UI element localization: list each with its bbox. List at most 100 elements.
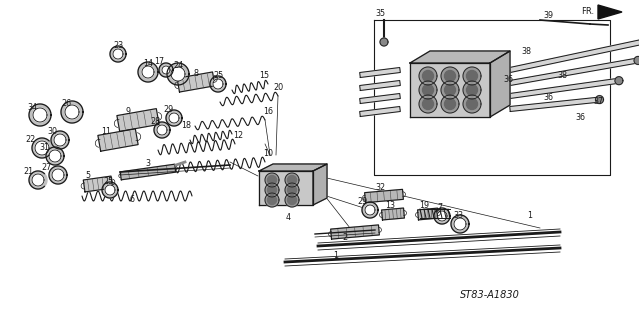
Text: 14: 14: [143, 60, 153, 68]
Text: 38: 38: [521, 47, 531, 57]
Text: 31: 31: [39, 143, 49, 153]
Circle shape: [445, 70, 456, 82]
Polygon shape: [54, 134, 66, 146]
Text: 4: 4: [286, 213, 291, 222]
Polygon shape: [330, 225, 380, 239]
Polygon shape: [509, 36, 639, 72]
Circle shape: [615, 77, 623, 85]
Polygon shape: [410, 51, 510, 63]
Text: 35: 35: [375, 10, 385, 19]
Text: ST83-A1830: ST83-A1830: [460, 290, 520, 300]
Text: 36: 36: [543, 93, 553, 102]
Polygon shape: [113, 49, 123, 59]
Text: 26: 26: [61, 100, 71, 108]
Polygon shape: [49, 166, 67, 184]
Polygon shape: [35, 141, 49, 155]
Text: 27: 27: [41, 163, 51, 172]
Polygon shape: [32, 138, 52, 158]
Text: 29: 29: [163, 106, 173, 115]
Polygon shape: [49, 150, 61, 162]
Circle shape: [268, 186, 277, 195]
Polygon shape: [381, 208, 404, 220]
Text: 19: 19: [419, 202, 429, 211]
Polygon shape: [167, 63, 189, 85]
Polygon shape: [29, 171, 47, 189]
Polygon shape: [166, 110, 182, 126]
Circle shape: [419, 81, 437, 99]
Circle shape: [265, 193, 279, 207]
Circle shape: [288, 196, 296, 204]
Text: 3: 3: [146, 158, 151, 167]
Circle shape: [466, 99, 477, 109]
Polygon shape: [509, 58, 638, 85]
Circle shape: [288, 186, 296, 195]
Text: 16: 16: [263, 108, 273, 116]
Text: 25: 25: [103, 178, 113, 187]
Circle shape: [445, 84, 456, 95]
Text: 37: 37: [593, 98, 603, 107]
Polygon shape: [490, 51, 510, 117]
Polygon shape: [313, 164, 327, 205]
Circle shape: [268, 196, 277, 204]
Circle shape: [285, 183, 299, 197]
Polygon shape: [32, 174, 44, 186]
Circle shape: [463, 67, 481, 85]
Polygon shape: [598, 5, 622, 19]
Circle shape: [285, 193, 299, 207]
Text: 23: 23: [113, 42, 123, 51]
Text: 32: 32: [375, 183, 385, 193]
Circle shape: [380, 38, 388, 46]
Text: 36: 36: [575, 114, 585, 123]
Polygon shape: [362, 202, 378, 218]
Text: 8: 8: [194, 69, 199, 78]
Polygon shape: [360, 107, 400, 116]
Circle shape: [268, 175, 277, 185]
Polygon shape: [171, 67, 185, 81]
Polygon shape: [510, 78, 619, 99]
Text: 30: 30: [47, 127, 57, 137]
Text: 25: 25: [213, 71, 223, 81]
Text: 28: 28: [150, 117, 160, 126]
Polygon shape: [105, 185, 115, 195]
Polygon shape: [29, 104, 51, 126]
Circle shape: [634, 56, 639, 64]
Polygon shape: [360, 81, 400, 91]
Polygon shape: [46, 147, 64, 165]
Polygon shape: [120, 164, 176, 180]
Circle shape: [441, 95, 459, 113]
Text: 2: 2: [343, 234, 348, 243]
Text: 18: 18: [181, 122, 191, 131]
Polygon shape: [434, 208, 450, 224]
Circle shape: [288, 175, 296, 185]
Text: 24: 24: [173, 61, 183, 70]
Circle shape: [419, 95, 437, 113]
Polygon shape: [51, 131, 69, 149]
Polygon shape: [83, 176, 112, 192]
Text: 5: 5: [86, 172, 91, 180]
Text: 38: 38: [557, 71, 567, 81]
Polygon shape: [154, 122, 170, 138]
Circle shape: [419, 67, 437, 85]
Polygon shape: [162, 66, 170, 74]
Circle shape: [422, 99, 433, 109]
Polygon shape: [61, 101, 83, 123]
Text: 6: 6: [130, 196, 134, 204]
Polygon shape: [102, 182, 118, 198]
Polygon shape: [454, 218, 466, 230]
Text: 29: 29: [357, 197, 367, 206]
Circle shape: [422, 84, 433, 95]
Polygon shape: [510, 97, 600, 111]
Polygon shape: [360, 93, 400, 103]
Polygon shape: [365, 205, 375, 215]
Polygon shape: [259, 171, 313, 205]
Text: 7: 7: [438, 204, 443, 212]
Polygon shape: [365, 189, 403, 203]
Polygon shape: [33, 108, 47, 122]
Text: 1: 1: [334, 252, 339, 260]
Polygon shape: [98, 129, 138, 151]
Polygon shape: [138, 62, 158, 82]
Polygon shape: [159, 63, 173, 77]
Polygon shape: [110, 46, 126, 62]
Polygon shape: [360, 68, 400, 77]
Polygon shape: [142, 66, 154, 78]
